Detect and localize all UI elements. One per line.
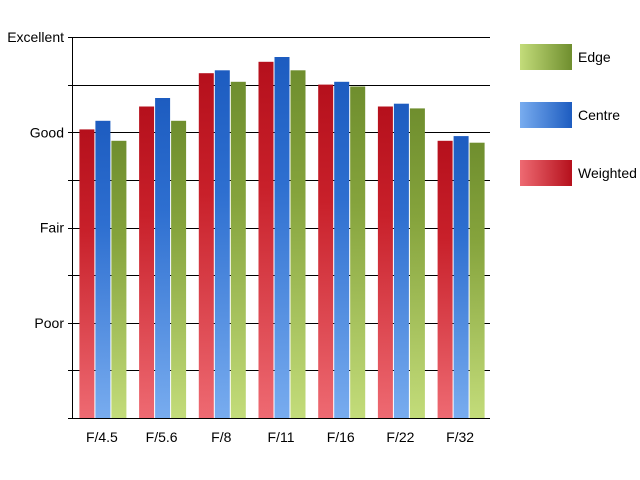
bar-weighted-f56 — [139, 106, 155, 418]
y-tick-label: Poor — [34, 315, 64, 331]
y-tick-labels: Poor Fair Good Excellent — [7, 29, 64, 331]
bar-weighted-f11 — [258, 61, 274, 419]
legend-swatch-centre — [520, 102, 572, 128]
bar-centre-f11 — [274, 57, 290, 418]
legend: Edge Centre Weighted — [520, 44, 637, 186]
bar-edge-f16 — [350, 86, 366, 418]
y-tick-label: Fair — [40, 220, 64, 236]
x-tick-label: F/4.5 — [86, 429, 118, 445]
bar-weighted-f22 — [377, 106, 393, 418]
y-tick-label: Good — [30, 124, 64, 140]
bar-centre-f8 — [214, 70, 230, 419]
bar-centre-f32 — [453, 136, 469, 418]
bar-centre-f22 — [393, 103, 409, 418]
legend-swatch-edge — [520, 44, 572, 70]
x-tick-label: F/22 — [386, 429, 414, 445]
bar-edge-f11 — [290, 70, 306, 419]
y-tick-label: Excellent — [7, 29, 64, 45]
bar-centre-f45 — [95, 120, 111, 419]
x-tick-label: F/11 — [268, 429, 295, 445]
x-tick-labels: F/4.5 F/5.6 F/8 F/11 F/16 F/22 F/32 — [86, 429, 474, 445]
bar-weighted-f32 — [437, 140, 453, 419]
x-tick-label: F/5.6 — [146, 429, 178, 445]
legend-label-centre: Centre — [578, 107, 620, 123]
x-tick-label: F/16 — [327, 429, 355, 445]
bar-weighted-f45 — [79, 129, 95, 418]
bars — [79, 57, 485, 419]
bar-edge-f56 — [171, 120, 187, 419]
legend-label-weighted: Weighted — [578, 165, 637, 181]
bar-centre-f16 — [334, 81, 350, 419]
x-tick-label: F/32 — [446, 429, 474, 445]
bar-weighted-f8 — [198, 73, 214, 418]
legend-label-edge: Edge — [578, 49, 611, 65]
bar-edge-f45 — [111, 140, 127, 419]
bar-edge-f8 — [230, 81, 246, 419]
bar-centre-f56 — [155, 98, 171, 418]
axes — [68, 37, 490, 419]
x-tick-label: F/8 — [211, 429, 231, 445]
bar-edge-f22 — [409, 108, 425, 419]
bar-weighted-f16 — [318, 84, 334, 418]
bar-edge-f32 — [469, 142, 485, 418]
legend-swatch-weighted — [520, 160, 572, 186]
